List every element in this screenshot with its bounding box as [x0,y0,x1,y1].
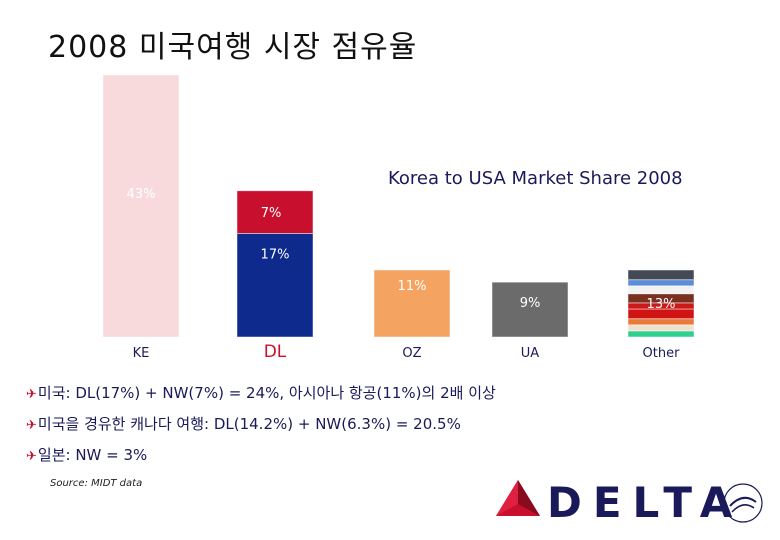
data-label-other: 13% [647,297,676,312]
bar-segment-ke-0 [102,74,180,338]
data-label-oz: 11% [398,279,427,294]
delta-wordmark: DELTA [547,478,744,527]
bar-segment-other-2 [627,318,695,326]
bar-segment-dl-0 [236,233,314,338]
data-label-ke: 43% [127,187,156,202]
source-note: Source: MIDT data [50,478,143,489]
note-item: ✈미국: DL(17%) + NW(7%) = 24%, 아시아나 항공(11%… [26,378,496,409]
note-item: ✈미국을 경유한 캐나다 여행: DL(14.2%) + NW(6.3%) = … [26,409,496,440]
page-title: 2008 미국여행 시장 점유율 [48,30,418,65]
category-label-dl: DL [264,342,287,362]
data-label-ua: 9% [520,296,541,311]
market-share-chart: 43% 17% 7% 11% 9% 13% KE DL OZ UA Other [102,74,695,362]
note-text: 일본: NW = 3% [37,446,148,464]
bar-segment-other-0 [627,330,695,338]
category-label-ua: UA [521,346,540,361]
chart-title: Korea to USA Market Share 2008 [388,168,683,189]
category-label-oz: OZ [402,346,421,361]
bar-segment-other-7 [627,279,695,287]
bar-segment-oz-0 [373,269,451,338]
airplane-icon: ✈ [26,418,37,433]
data-label-dl: 17% [261,247,290,262]
bar-segment-ua-0 [491,281,569,338]
category-label-other: Other [643,346,681,361]
airplane-icon: ✈ [26,449,37,464]
category-label-ke: KE [133,346,150,361]
delta-widget-logo-icon [496,480,540,516]
skyteam-logo-icon [723,483,763,523]
bar-segment-other-8 [627,269,695,281]
note-text: 미국: DL(17%) + NW(7%) = 24%, 아시아나 항공(11%)… [37,384,496,402]
note-item: ✈일본: NW = 3% [26,440,496,471]
note-text: 미국을 경유한 캐나다 여행: DL(14.2%) + NW(6.3%) = 2… [37,415,461,433]
bar-segment-other-6 [627,285,695,295]
bar-segment-dl-1 [236,190,314,234]
airplane-icon: ✈ [26,387,37,402]
bar-segment-other-1 [627,324,695,332]
notes-list: ✈미국: DL(17%) + NW(7%) = 24%, 아시아나 항공(11%… [26,378,496,471]
data-label-dl: 7% [261,206,282,221]
